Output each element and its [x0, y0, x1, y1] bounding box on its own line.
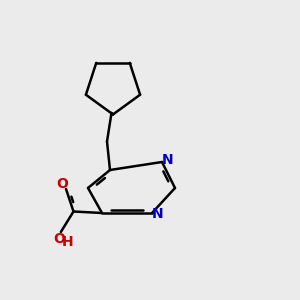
Text: O: O [56, 178, 68, 191]
Text: N: N [162, 153, 173, 166]
Text: O: O [53, 232, 65, 246]
Text: N: N [152, 208, 163, 221]
Text: H: H [62, 236, 73, 249]
